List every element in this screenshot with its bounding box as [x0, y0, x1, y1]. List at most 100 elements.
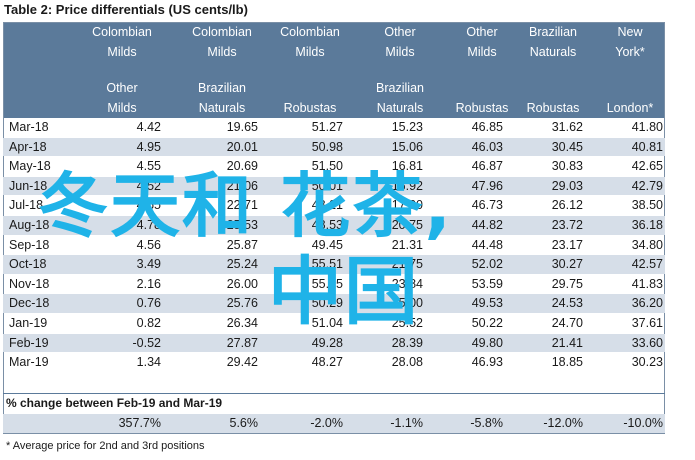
column-header-line: Robustas	[526, 101, 580, 115]
table-row: Dec-18 0.76 25.76 50.29 25.00 49.53 24.53 36.20	[3, 294, 665, 313]
column-header-line: London*	[606, 101, 654, 115]
table-cell: 25.24	[226, 257, 258, 272]
footnote: * Average price for 2nd and 3rd position…	[6, 440, 205, 452]
table-cell: 44.48	[471, 237, 503, 252]
row-label: Mar-18	[9, 120, 49, 134]
column-header: Robustas	[270, 78, 350, 118]
column-header-line: Colombian	[192, 25, 252, 39]
table-cell: 30.23	[631, 355, 663, 370]
row-label: May-18	[9, 159, 51, 174]
table-cell: 42.79	[631, 178, 663, 193]
row-label: Oct-18	[9, 257, 47, 272]
table-cell: 21.75	[391, 257, 423, 272]
table-cell: 50.22	[471, 316, 503, 330]
table-cell: 16.92	[391, 178, 423, 193]
column-header-line	[270, 78, 350, 98]
column-header: Other Milds	[360, 22, 440, 62]
table-row: Jul-18 4.65 22.71 48.21 17.00 46.73 26.12 38.50	[3, 196, 665, 215]
pct-change-row: 357.7% 5.6% -2.0% -1.1% -5.8% -12.0% -10.0%	[3, 414, 665, 433]
table-cell: 4.95	[136, 139, 161, 154]
table-cell: 49.53	[471, 296, 503, 311]
row-label: Jun-18	[9, 178, 48, 193]
table-cell: 4.56	[136, 237, 161, 252]
table-row: Feb-19 -0.52 27.87 49.28 28.39 49.80 21.41 33.6…	[3, 333, 665, 353]
table-cell: 27.87	[226, 335, 258, 350]
column-header-line	[442, 78, 522, 98]
table-cell: 50.01	[311, 178, 343, 193]
row-label: Jan-19	[9, 316, 48, 330]
column-header-line	[590, 78, 670, 98]
table-cell: 46.03	[471, 139, 503, 154]
table-cell: 46.93	[471, 355, 503, 370]
pct-change-cell: 357.7%	[118, 416, 161, 430]
table-cell: 29.75	[551, 276, 583, 291]
table-cell: 34.80	[631, 237, 663, 252]
table-cell: 28.08	[391, 355, 423, 370]
table-cell: 53.59	[471, 276, 503, 291]
column-header: Brazilian Naturals	[360, 78, 440, 118]
table-cell: 48.53	[311, 218, 343, 232]
column-header-line: Other	[384, 25, 416, 39]
column-header-line: Robustas	[283, 101, 337, 115]
table-cell: 25.00	[391, 296, 423, 311]
column-header: Other Milds	[82, 78, 162, 118]
table-cell: 21.06	[226, 178, 258, 193]
table-row: Sep-18 4.56 25.87 49.45 21.31 44.48 23.17 34.80	[3, 236, 665, 255]
table-cell: 0.82	[136, 316, 161, 330]
column-header-line: Other	[106, 81, 138, 95]
row-label: Mar-19	[9, 355, 49, 370]
column-header: Colombian Milds	[182, 22, 262, 62]
column-header: Brazilian Naturals	[513, 22, 593, 62]
divider	[3, 393, 665, 394]
row-label: Feb-19	[9, 335, 49, 350]
column-header: Robustas	[513, 78, 593, 118]
column-header-line: Milds	[295, 45, 325, 59]
table-cell: 4.55	[136, 159, 161, 174]
table-cell: 49.28	[311, 335, 343, 350]
pct-change-cell: -5.8%	[470, 416, 503, 430]
table-cell: 25.76	[226, 296, 258, 311]
table-row: Jan-19 0.82 26.34 51.04 25.52 50.22 24.70 37.61	[3, 314, 665, 333]
table-cell: 44.82	[471, 218, 503, 232]
table-row: Nov-18 2.16 26.00 55.75 23.84 53.59 29.75 41.83	[3, 275, 665, 294]
table-cell: 1.34	[136, 355, 161, 370]
pct-change-cell: -2.0%	[310, 416, 343, 430]
table-cell: 36.20	[631, 296, 663, 311]
table-cell: 28.39	[391, 335, 423, 350]
table-cell: 51.04	[311, 316, 343, 330]
table-cell: 29.03	[551, 178, 583, 193]
table-cell: 15.23	[391, 120, 423, 134]
table-row: Mar-19 1.34 29.42 48.27 28.08 46.93 18.85 30.23	[3, 353, 665, 372]
table-cell: 21.41	[551, 335, 583, 350]
table-cell: 51.50	[311, 159, 343, 174]
table-row: May-18 4.55 20.69 51.50 16.81 46.87 30.83 42.65	[3, 157, 665, 176]
table-cell: 23.17	[551, 237, 583, 252]
column-header-line: Colombian	[280, 25, 340, 39]
table-cell: 25.53	[226, 218, 258, 232]
table-cell: 30.45	[551, 139, 583, 154]
table-cell: 18.85	[551, 355, 583, 370]
table-cell: 25.87	[226, 237, 258, 252]
column-header-line: Milds	[107, 45, 137, 59]
column-header-line: Brazilian	[529, 25, 577, 39]
table-cell: 26.12	[551, 198, 583, 213]
table-cell: 55.75	[311, 276, 343, 291]
table-cell: 20.01	[226, 139, 258, 154]
table-cell: 41.83	[631, 276, 663, 291]
column-header-line: Robustas	[455, 101, 509, 115]
column-header: New York*	[590, 22, 670, 62]
table-title: Table 2: Price differentials (US cents/l…	[4, 2, 248, 17]
row-label: Jul-18	[9, 198, 44, 213]
table-cell: 21.31	[391, 237, 423, 252]
table-cell: 20.69	[226, 159, 258, 174]
table-cell: 33.60	[631, 335, 663, 350]
table-row: Aug-18 4.78 25.53 48.53 20.75 44.82 23.72 36.18	[3, 216, 665, 235]
pct-change-cell: 5.6%	[229, 416, 259, 430]
table-cell: 51.27	[311, 120, 343, 134]
table-cell: 31.62	[551, 120, 583, 134]
row-label: Nov-18	[9, 276, 50, 291]
table-cell: 50.98	[311, 139, 343, 154]
column-header-line	[513, 78, 593, 98]
footnote-text: * Average price for 2nd and 3rd position…	[6, 440, 205, 452]
row-label: Dec-18	[9, 296, 50, 311]
